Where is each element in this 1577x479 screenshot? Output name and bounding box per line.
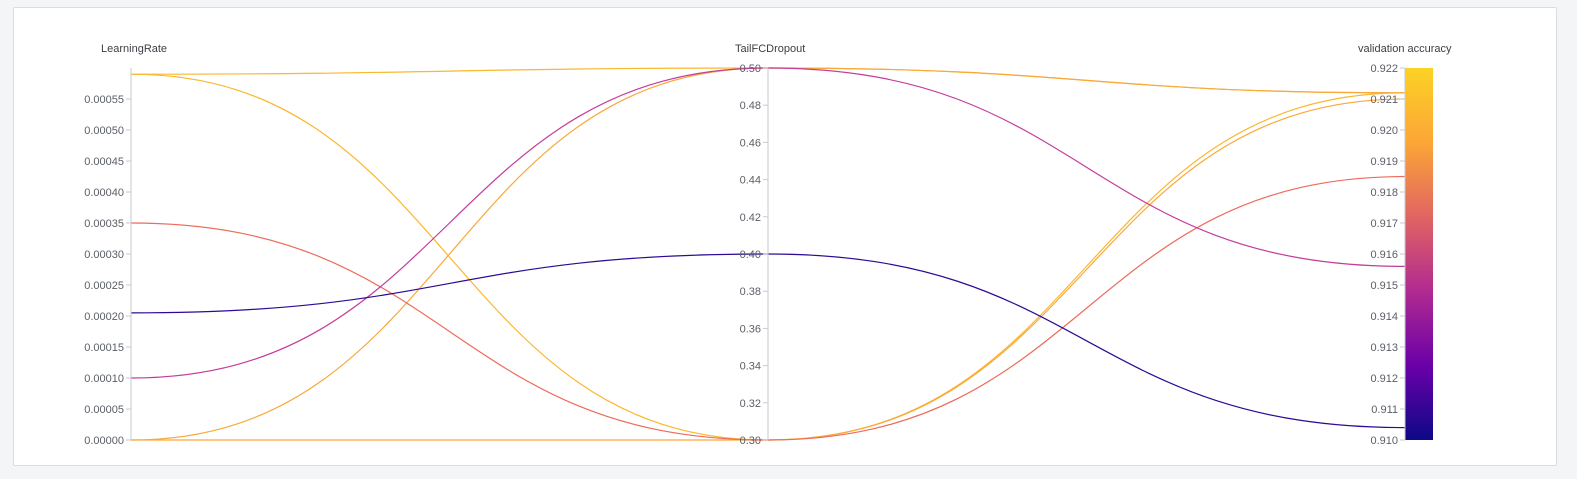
tick-label: 0.32 <box>740 398 761 410</box>
tick-label: 0.919 <box>1370 156 1398 168</box>
tick-label: 0.00055 <box>84 94 124 106</box>
tick-label: 0.44 <box>740 175 761 187</box>
tick-label: 0.40 <box>740 249 761 261</box>
tick-label: 0.00030 <box>84 249 124 261</box>
tick-label: 0.911 <box>1371 404 1398 416</box>
run-line-3[interactable] <box>131 98 1406 441</box>
tick-label: 0.921 <box>1370 94 1398 106</box>
chart-panel <box>13 7 1557 466</box>
tick-label: 0.910 <box>1370 435 1398 447</box>
tick-label: 0.00045 <box>84 156 124 168</box>
tick-label: 0.00000 <box>84 435 124 447</box>
tick-label: 0.00015 <box>84 342 124 354</box>
tick-label: 0.42 <box>740 212 761 224</box>
tick-label: 0.913 <box>1370 342 1398 354</box>
tick-label: 0.00010 <box>84 373 124 385</box>
tick-label: 0.38 <box>740 286 761 298</box>
axis-1: TailFCDropout 0.30 0.32 0.34 0.36 0.38 0.40 0.4… <box>735 43 805 447</box>
tick-label: 0.918 <box>1370 187 1398 199</box>
colorbar <box>1405 68 1433 440</box>
tick-label: 0.48 <box>740 100 761 112</box>
tick-label: 0.00050 <box>84 125 124 137</box>
tick-label: 0.915 <box>1370 280 1398 292</box>
tick-label: 0.00020 <box>84 311 124 323</box>
axis-title: validation accuracy <box>1358 43 1452 55</box>
axes: LearningRate 0.00000 0.00005 0.00010 0.00015… <box>84 43 1452 447</box>
tick-label: 0.00035 <box>84 218 124 230</box>
run-line-6[interactable] <box>130 253 1406 429</box>
axis-0: LearningRate 0.00000 0.00005 0.00010 0.00015… <box>84 43 167 447</box>
tick-label: 0.912 <box>1370 373 1398 385</box>
tick-label: 0.30 <box>740 435 761 447</box>
tick-label: 0.917 <box>1370 218 1398 230</box>
tick-label: 0.34 <box>740 361 761 373</box>
tick-label: 0.00025 <box>84 280 124 292</box>
tick-label: 0.46 <box>740 137 761 149</box>
axis-title: LearningRate <box>101 43 167 55</box>
tick-label: 0.914 <box>1370 311 1398 323</box>
tick-label: 0.00040 <box>84 187 124 199</box>
tick-label: 0.916 <box>1370 249 1398 261</box>
tick-label: 0.36 <box>740 323 761 335</box>
tick-label: 0.50 <box>740 63 761 75</box>
tick-label: 0.922 <box>1370 63 1398 75</box>
axis-title: TailFCDropout <box>735 43 805 55</box>
tick-label: 0.00005 <box>84 404 124 416</box>
tick-label: 0.920 <box>1370 125 1398 137</box>
axis-2: validation accuracy 0.910 0.911 0.912 0.913 0… <box>1358 43 1452 447</box>
